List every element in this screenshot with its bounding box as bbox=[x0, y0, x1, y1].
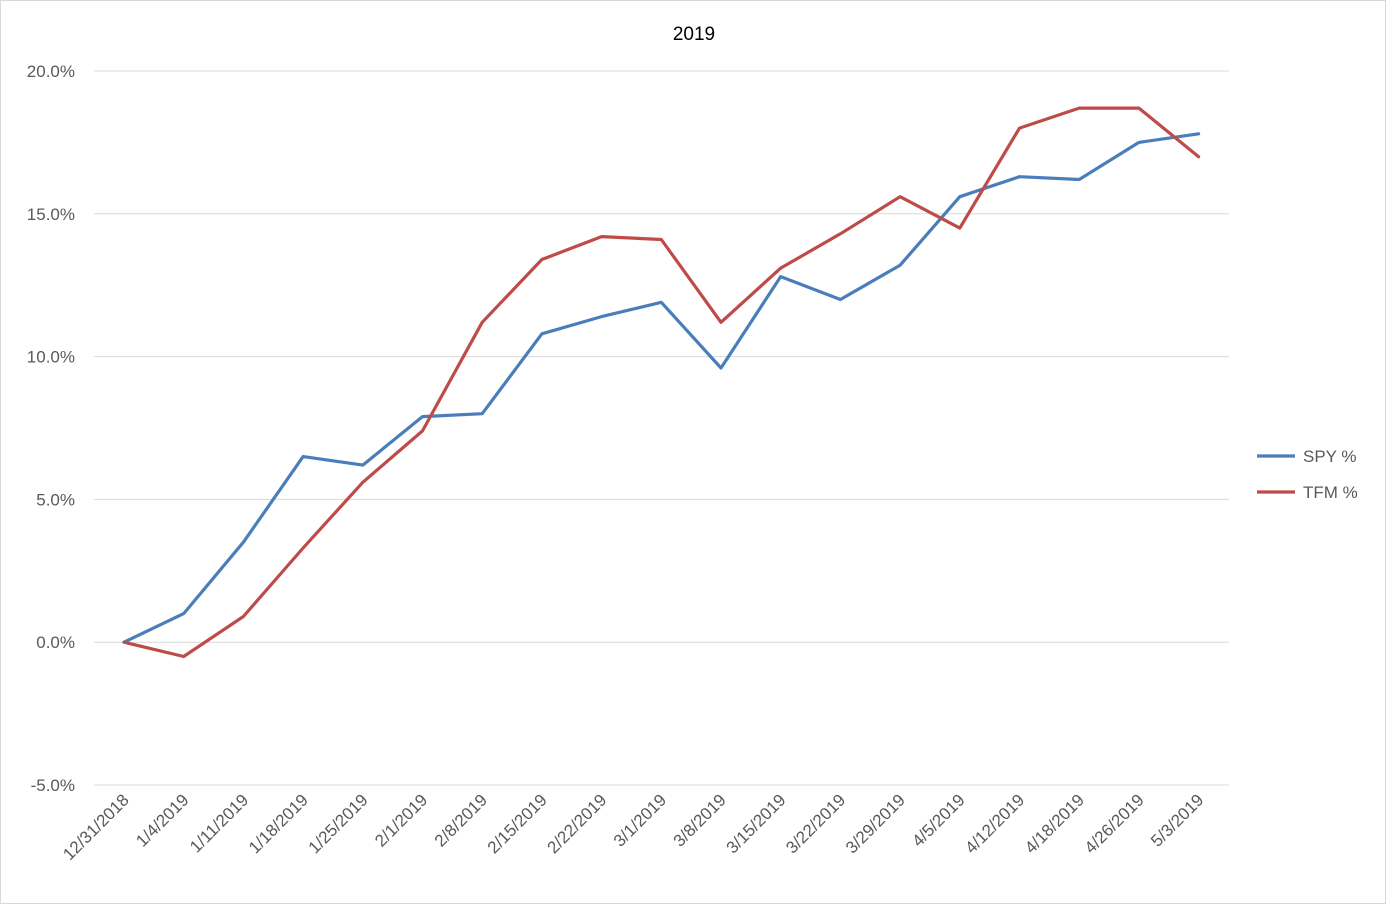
x-tick-label: 4/12/2019 bbox=[961, 790, 1028, 857]
gridlines bbox=[94, 70, 1229, 786]
x-tick-label: 3/8/2019 bbox=[670, 790, 730, 850]
series-line bbox=[122, 106, 1201, 659]
y-tick-label: -5.0% bbox=[31, 776, 75, 795]
x-tick-label: 2/8/2019 bbox=[431, 790, 491, 850]
x-tick-label: 4/18/2019 bbox=[1021, 790, 1088, 857]
y-tick-label: 5.0% bbox=[36, 490, 75, 509]
chart-title: 2019 bbox=[673, 24, 715, 45]
x-tick-label: 1/18/2019 bbox=[245, 790, 312, 857]
x-axis-ticks: 12/31/2018 1/4/20191/11/20191/18/20191/25… bbox=[59, 790, 1207, 864]
y-tick-label: 15.0% bbox=[27, 205, 75, 224]
x-tick-label: 1/11/2019 bbox=[186, 790, 252, 856]
x-tick-label: 3/29/2019 bbox=[842, 790, 909, 857]
x-tick-label: 2/1/2019 bbox=[371, 790, 431, 850]
legend-label: SPY % bbox=[1303, 447, 1357, 466]
y-tick-label: 10.0% bbox=[27, 348, 75, 367]
x-tick-label: 2/15/2019 bbox=[484, 790, 551, 857]
x-tick-label: 4/26/2019 bbox=[1081, 790, 1148, 857]
y-axis-ticks: 20.0% 15.0% 10.0% 5.0% 0.0% -5.0% bbox=[27, 62, 75, 795]
x-tick-label: 2/22/2019 bbox=[544, 790, 611, 857]
x-tick-label: 5/3/2019 bbox=[1147, 790, 1207, 850]
series-lines bbox=[122, 106, 1201, 659]
legend-label: TFM % bbox=[1303, 483, 1358, 502]
x-tick-label: 4/5/2019 bbox=[908, 790, 968, 850]
y-tick-label: 20.0% bbox=[27, 62, 75, 81]
y-tick-label: 0.0% bbox=[36, 633, 75, 652]
x-tick-label: 3/1/2019 bbox=[610, 790, 670, 850]
x-tick-label: 1/25/2019 bbox=[305, 790, 372, 857]
x-tick-label: 1/4/2019 bbox=[132, 790, 192, 850]
series-line bbox=[122, 132, 1201, 644]
x-tick-label: 12/31/2018 bbox=[59, 790, 133, 864]
x-tick-label: 3/15/2019 bbox=[723, 790, 790, 857]
legend: SPY % TFM % bbox=[1257, 447, 1358, 502]
x-tick-label: 3/22/2019 bbox=[782, 790, 849, 857]
